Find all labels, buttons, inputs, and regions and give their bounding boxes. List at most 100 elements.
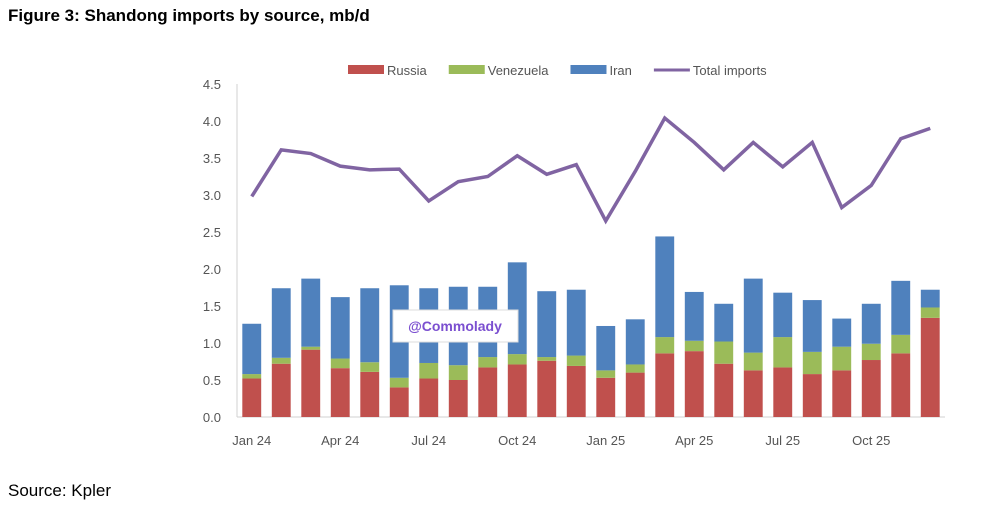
bar-venezuela: [596, 370, 616, 378]
bar-venezuela: [920, 307, 940, 318]
x-tick-label: Apr 25: [675, 433, 713, 448]
y-tick-label: 2.0: [203, 262, 221, 277]
line-total-imports: [250, 115, 931, 225]
bar-venezuela: [625, 364, 645, 373]
bar-iran: [714, 303, 734, 342]
legend-swatch: [570, 65, 607, 74]
legend-item-iran: Iran: [570, 63, 632, 78]
legend-label: Russia: [387, 63, 428, 78]
x-tick-label: Oct 25: [852, 433, 890, 448]
bar-venezuela: [832, 346, 852, 371]
bar-iran: [301, 278, 321, 347]
bar-iran: [625, 319, 645, 365]
bar-russia: [920, 317, 940, 417]
x-tick-label: Oct 24: [498, 433, 536, 448]
bar-russia: [419, 378, 439, 417]
bar-russia: [537, 360, 557, 417]
y-tick-label: 4.0: [203, 114, 221, 129]
bar-russia: [684, 351, 704, 417]
bar-iran: [861, 303, 881, 344]
bar-russia: [330, 368, 350, 417]
bar-iran: [920, 289, 940, 308]
bar-russia: [655, 353, 675, 417]
bar-iran: [655, 236, 675, 338]
legend-item-total-imports: Total imports: [653, 63, 767, 78]
legend-item-venezuela: Venezuela: [448, 63, 549, 78]
bar-venezuela: [861, 343, 881, 361]
bar-venezuela: [330, 358, 350, 369]
x-tick-label: Jan 25: [586, 433, 625, 448]
bar-iran: [743, 278, 763, 353]
bar-iran: [802, 300, 822, 352]
bar-iran: [891, 280, 911, 335]
bar-venezuela: [448, 365, 468, 380]
y-tick-label: 0.5: [203, 373, 221, 388]
bar-russia: [448, 380, 468, 417]
bar-russia: [507, 364, 527, 417]
bar-russia: [743, 370, 763, 417]
bar-iran: [566, 289, 586, 356]
legend-swatch: [448, 65, 485, 74]
y-tick-label: 1.5: [203, 299, 221, 314]
y-tick-label: 3.0: [203, 188, 221, 203]
bar-venezuela: [389, 377, 409, 388]
bar-iran: [537, 291, 557, 358]
bar-iran: [271, 288, 291, 358]
y-tick-label: 4.5: [203, 77, 221, 92]
bar-russia: [242, 378, 262, 417]
watermark: @Commolady: [392, 309, 519, 343]
legend-label: Venezuela: [488, 63, 549, 78]
y-tick-label: 2.5: [203, 225, 221, 240]
bar-iran: [242, 323, 262, 375]
bar-venezuela: [507, 354, 527, 365]
bar-russia: [861, 360, 881, 417]
bar-iran: [330, 297, 350, 359]
bar-venezuela: [743, 352, 763, 371]
bar-venezuela: [271, 357, 291, 364]
x-tick-label: Jul 25: [765, 433, 800, 448]
bar-russia: [625, 372, 645, 417]
bar-venezuela: [360, 362, 380, 372]
bar-venezuela: [537, 357, 557, 361]
bar-iran: [360, 288, 380, 363]
legend-swatch: [348, 65, 384, 74]
legend-item-russia: Russia: [348, 63, 428, 78]
x-tick-label: Jul 24: [411, 433, 446, 448]
bar-venezuela: [714, 341, 734, 364]
bar-venezuela: [891, 334, 911, 354]
bar-russia: [832, 370, 852, 417]
bar-russia: [389, 387, 409, 417]
bar-russia: [360, 371, 380, 417]
bar-iran: [684, 291, 704, 341]
bar-venezuela: [419, 362, 439, 379]
y-tick-label: 3.5: [203, 151, 221, 166]
x-tick-label: Jan 24: [232, 433, 271, 448]
bar-russia: [478, 367, 498, 417]
x-tick-label: Apr 24: [321, 433, 359, 448]
bar-iran: [832, 318, 852, 347]
y-tick-label: 0.0: [203, 410, 221, 425]
bar-russia: [271, 363, 291, 417]
bar-venezuela: [773, 337, 793, 368]
svg-text:@Commolady: @Commolady: [408, 318, 502, 334]
bar-iran: [596, 325, 616, 371]
bar-russia: [301, 349, 321, 417]
bar-venezuela: [242, 374, 262, 379]
bar-venezuela: [684, 340, 704, 352]
bar-russia: [596, 377, 616, 417]
bar-russia: [802, 374, 822, 417]
bar-iran: [773, 292, 793, 338]
legend-label: Iran: [609, 63, 631, 78]
chart-title: Figure 3: Shandong imports by source, mb…: [8, 6, 370, 25]
bar-russia: [714, 363, 734, 417]
bar-venezuela: [301, 346, 321, 350]
bar-venezuela: [478, 357, 498, 368]
bar-venezuela: [566, 355, 586, 366]
legend-label: Total imports: [693, 63, 767, 78]
bar-russia: [891, 353, 911, 417]
bar-russia: [566, 365, 586, 417]
bar-russia: [773, 367, 793, 417]
y-tick-label: 1.0: [203, 336, 221, 351]
source-note: Source: Kpler: [8, 481, 111, 500]
